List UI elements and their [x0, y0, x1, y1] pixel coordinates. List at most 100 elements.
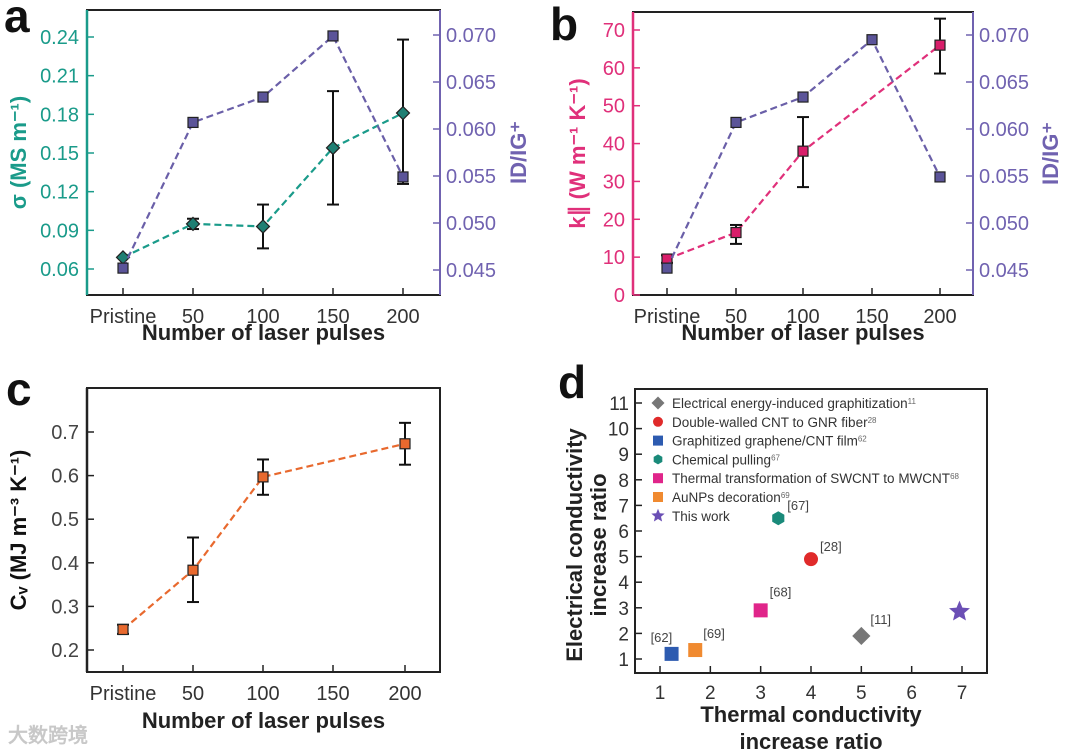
- data-point: [797, 91, 809, 103]
- plot-frame: [634, 388, 988, 674]
- x-tick-label: 50: [725, 306, 747, 328]
- data-point-11: [852, 626, 871, 646]
- legend-name: Chemical pulling: [672, 452, 771, 467]
- y-tick-label: 0.18: [40, 104, 79, 126]
- data-point: [934, 171, 946, 183]
- data-point-68: [753, 603, 768, 618]
- legend-marker: [653, 416, 663, 427]
- y-tick-label: 11: [609, 394, 629, 415]
- x-axis-title: Number of laser pulses: [142, 708, 385, 733]
- y-right-tick-label: 0.050: [979, 213, 1029, 235]
- data-point-62: [664, 646, 679, 661]
- x-tick-label: 100: [786, 306, 819, 328]
- x-tick-label: 6: [906, 683, 917, 704]
- x-tick-label: 150: [855, 306, 888, 328]
- data-point: [327, 30, 339, 42]
- x-tick-label: 100: [246, 306, 279, 328]
- y-tick-label: 10: [603, 247, 625, 269]
- y-right-tick-label: 0.045: [446, 260, 496, 282]
- y-tick-label: 0.7: [51, 422, 79, 444]
- point-annotation: [68]: [770, 584, 792, 599]
- x-tick-label: 5: [856, 683, 867, 704]
- data-point: [797, 145, 809, 157]
- legend-item: Electrical energy-induced graphitization…: [651, 396, 916, 411]
- point-annotation: [62]: [651, 630, 673, 645]
- panel-a: a 0.06 0.09 0.12 0.15 0.18 0.21 0.24 0.045 0.050 0…: [4, 0, 531, 345]
- x-axis-title: increase ratio: [739, 729, 882, 753]
- legend-ref: 67: [771, 453, 780, 462]
- y-tick-label: 8: [618, 471, 629, 492]
- y-tick-label: 6: [618, 522, 629, 543]
- y-tick-label: 40: [603, 134, 625, 156]
- legend-item: AuNPs decoration69: [653, 490, 790, 505]
- y-right-tick-label: 0.055: [446, 166, 496, 188]
- y-right-tick-label: 0.050: [446, 213, 496, 235]
- y-tick-label: 10: [608, 420, 629, 441]
- legend-ref: 69: [781, 491, 790, 500]
- x-axis-title: Number of laser pulses: [142, 320, 385, 345]
- y-right-tick-label: 0.060: [446, 119, 496, 141]
- y-tick-label: 0.24: [40, 27, 79, 49]
- data-point: [866, 34, 878, 46]
- y-axis-left-title: Cᵥ (MJ m⁻³ K⁻¹): [6, 450, 31, 611]
- x-tick-label: 2: [705, 683, 716, 704]
- y-tick-label: 4: [618, 573, 629, 594]
- y-tick-label: 0.4: [51, 553, 79, 575]
- data-point: [117, 623, 129, 636]
- x-tick-label: Pristine: [634, 306, 701, 328]
- x-tick-label: 200: [386, 306, 419, 328]
- y-axis-right-title: ID/IG⁺: [1038, 122, 1063, 185]
- panel-c: c 0.2 0.3 0.4 0.5 0.6 0.7 Cᵥ (MJ m⁻³ K⁻¹) Pristi…: [6, 363, 441, 733]
- y-right-tick-label: 0.065: [979, 72, 1029, 94]
- y-tick-label: 60: [603, 58, 625, 80]
- y-tick-label: 0: [614, 285, 625, 307]
- legend-item: This work: [651, 508, 730, 524]
- x-tick-label: 4: [806, 683, 817, 704]
- x-tick-label: 150: [316, 683, 349, 705]
- x-tick-label: 150: [316, 306, 349, 328]
- y-tick-label: 0.2: [51, 640, 79, 662]
- data-point: [397, 171, 409, 183]
- legend-marker: [651, 508, 665, 522]
- data-point-28: [804, 552, 818, 567]
- y-right-tick-label: 0.070: [979, 25, 1029, 47]
- data-point: [185, 216, 201, 232]
- legend-ref: 62: [858, 434, 867, 443]
- legend-label: Graphitized graphene/CNT film62: [672, 434, 867, 449]
- data-point: [395, 105, 411, 121]
- legend-item: Thermal transformation of SWCNT to MWCNT…: [653, 471, 960, 486]
- y-tick-label: 70: [603, 20, 625, 42]
- legend-item: Graphitized graphene/CNT film62: [653, 434, 867, 449]
- data-point: [255, 219, 271, 234]
- legend-marker: [651, 396, 665, 410]
- x-tick-label: 3: [755, 683, 766, 704]
- data-point: [257, 471, 269, 483]
- x-axis-title: Number of laser pulses: [681, 320, 924, 345]
- x-tick-label: 200: [923, 306, 956, 328]
- y-axis-title: Electrical conductivity: [562, 427, 587, 661]
- y-tick-label: 0.3: [51, 596, 79, 618]
- y-axis-left-title: σ (MS m⁻¹): [6, 96, 31, 209]
- legend-name: AuNPs decoration: [672, 490, 781, 505]
- y-tick-label: 0.6: [51, 466, 79, 488]
- y-right-tick-label: 0.060: [979, 119, 1029, 141]
- y-right-tick-label: 0.065: [446, 72, 496, 94]
- y-tick-label: 0.09: [40, 220, 79, 242]
- y-tick-label: 9: [618, 445, 629, 466]
- data-point: [257, 91, 269, 103]
- y-tick-label: 3: [618, 599, 629, 620]
- panel-letter: a: [4, 0, 30, 42]
- data-point: [187, 564, 199, 576]
- legend-marker: [653, 454, 663, 465]
- y-tick-label: 0.21: [40, 66, 79, 88]
- data-point: [117, 262, 129, 274]
- series-line: [122, 442, 406, 631]
- point-annotation: [69]: [703, 626, 725, 641]
- y-tick-label: 1: [618, 650, 629, 671]
- data-point: [730, 226, 742, 239]
- y-tick-label: 50: [603, 96, 625, 118]
- legend-item: Double-walled CNT to GNR fiber28: [653, 415, 877, 430]
- legend-marker: [653, 492, 663, 502]
- point-annotation: [67]: [787, 498, 809, 513]
